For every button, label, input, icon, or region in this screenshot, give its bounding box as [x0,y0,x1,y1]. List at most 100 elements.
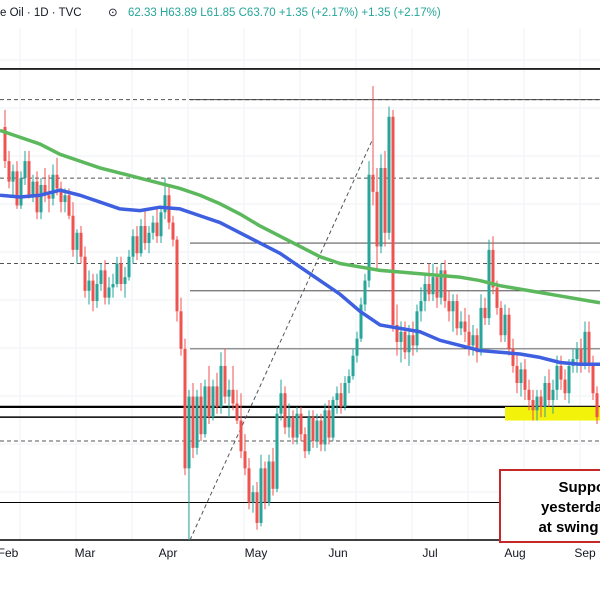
candle-body [31,181,35,196]
ma-line-blue [0,188,600,366]
candlesticks [3,86,599,540]
candle-body [295,413,299,438]
candle-body [371,174,375,192]
trendline-segment [189,140,373,541]
candle-body [351,355,355,377]
candle-body [7,161,11,182]
candle-body [231,389,235,404]
candle-body [375,191,379,247]
ohlc-readout: 62.33 H63.89 L61.85 C63.70 +1.35 (+2.17%… [128,7,441,19]
candle-body [127,256,131,278]
candle-body [235,403,239,421]
candle-body [271,461,275,489]
candle-body [579,348,583,366]
candle-body [19,178,23,206]
candle-body [427,284,431,295]
candle-body [79,232,83,257]
candle-body [99,270,103,284]
candle-body [319,420,323,445]
horizontal-levels [0,68,600,541]
candle-body [103,270,107,298]
candle-body [439,270,443,298]
candle-body [403,331,407,353]
month-label: Jun [328,546,347,560]
candle-body [279,393,283,414]
candle-body [463,321,467,332]
candle-body [475,335,479,353]
candle-body [143,225,147,244]
candle-body [323,410,327,445]
candle-body [119,263,123,284]
moving-averages [0,128,600,366]
candle-body [247,468,251,503]
candle-body [555,365,559,390]
candle-body [363,280,367,305]
candle-body [199,396,203,435]
candle-body [547,382,551,401]
candle-body [331,400,335,438]
candle-body [435,277,439,298]
candle-body [387,116,391,233]
candle-body [299,413,303,435]
candle-body [499,307,503,336]
candle-body [483,307,487,319]
candle-body [95,284,99,302]
candle-body [595,393,599,418]
month-label: Mar [75,546,96,560]
candle-body [23,161,27,179]
month-label: Apr [159,546,178,560]
candle-body [327,410,331,438]
candle-body [287,417,291,428]
candle-body [255,492,259,523]
annotation-line-3: at swing a [538,519,600,536]
candle-body [523,369,527,390]
candle-body [107,287,111,298]
candle-body [455,301,459,329]
candle-body [219,365,223,407]
candle-body [507,314,511,349]
candle-body [419,301,423,312]
candle-body [415,311,419,346]
candle-body [139,225,143,254]
candle-body [259,468,263,523]
candle-body [11,171,15,182]
candle-body [67,195,71,216]
candle-body [391,116,395,325]
candle-body [443,270,447,302]
candle-body [83,256,87,291]
candle-body [447,301,451,312]
candle-body [431,277,435,295]
candle-body [91,280,95,302]
candle-body [227,389,231,397]
candle-body [183,348,187,469]
candle-body [495,287,499,308]
candle-body [15,171,19,206]
annotation-line-1: Suppor [558,479,600,496]
candle-body [451,301,455,312]
candle-body [467,331,471,346]
x-axis: Feb Mar Apr May Jun Jul Aug Sep [0,546,596,560]
month-label: May [245,546,268,560]
ma-line-green [0,128,600,305]
candle-body [123,277,127,284]
candle-body [39,185,43,213]
candle-body [275,413,279,489]
month-label: Aug [504,546,525,560]
candle-body [179,311,183,349]
candle-body [43,185,47,196]
candle-body [563,379,567,394]
candle-body [395,324,399,343]
candle-body [407,335,411,353]
candle-body [343,382,347,407]
annotation-box: Suppor yesterday at swing a [499,469,600,543]
candle-body [399,331,403,343]
candle-body [59,188,63,203]
candle-body [71,215,75,250]
candle-body [243,451,247,469]
candle-body [111,284,115,288]
candle-body [211,386,215,418]
candle-body [163,195,167,213]
candle-body [567,365,571,394]
eye-icon[interactable]: ⊙ [108,7,118,19]
